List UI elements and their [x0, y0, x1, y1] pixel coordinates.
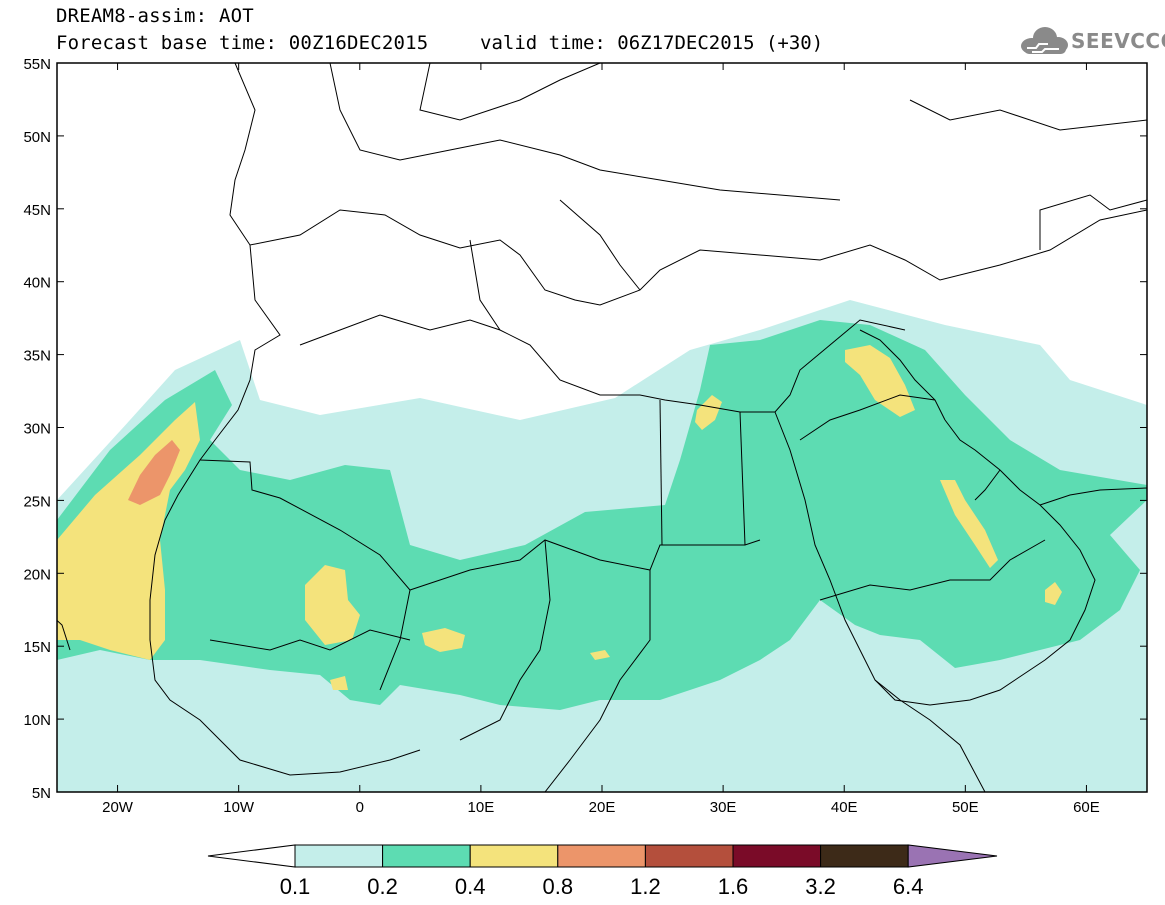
lat-label: 35N	[23, 348, 51, 365]
colorbar-label: 0.2	[367, 874, 398, 899]
colorbar-label: 3.2	[805, 874, 836, 899]
lat-label: 5N	[32, 785, 51, 802]
lon-label: 0	[356, 799, 364, 816]
colorbar-box	[294, 844, 384, 868]
lon-label: 10E	[468, 799, 495, 816]
lat-axis: 55N 50N 45N 40N 35N 30N 25N 20N 15N 10N 5N	[23, 56, 1147, 802]
colorbar-arrow-low	[207, 844, 296, 868]
lat-label: 10N	[23, 712, 51, 729]
valid-time: valid time: 06Z17DEC2015 (+30)	[480, 32, 824, 54]
map-title: DREAM8-assim: AOT	[56, 5, 254, 27]
colorbar-box	[644, 844, 734, 868]
lat-label: 20N	[23, 566, 51, 583]
lon-label: 10W	[223, 799, 255, 816]
lat-label: 25N	[23, 493, 51, 510]
lat-label: 15N	[23, 639, 51, 656]
lon-label: 30E	[710, 799, 737, 816]
forecast-base-time: Forecast base time: 00Z16DEC2015	[56, 32, 429, 54]
colorbar-label: 0.8	[543, 874, 574, 899]
lon-label: 50E	[952, 799, 979, 816]
coastline-layer	[57, 63, 1147, 792]
colorbar-label: 6.4	[893, 874, 924, 899]
colorbar-label: 1.2	[630, 874, 661, 899]
colorbar-arrow-high	[907, 844, 998, 868]
colorbar-labels: 0.1 0.2 0.4 0.8 1.2 1.6 3.2 6.4	[280, 874, 924, 899]
colorbar-label: 1.6	[718, 874, 749, 899]
colorbar-box	[557, 844, 646, 868]
colorbar-box	[820, 844, 909, 868]
lon-label: 40E	[831, 799, 858, 816]
cloud-icon	[1021, 27, 1068, 54]
colorbar-box	[382, 844, 471, 868]
lat-label: 45N	[23, 202, 51, 219]
lon-label: 60E	[1073, 799, 1100, 816]
colorbar-label: 0.4	[455, 874, 486, 899]
colorbar-label: 0.1	[280, 874, 311, 899]
colorbar-boxes	[207, 844, 998, 868]
aot-level-0.8	[128, 440, 180, 505]
lat-label: 30N	[23, 421, 51, 438]
lat-label: 55N	[23, 56, 51, 73]
lon-label: 20W	[102, 799, 134, 816]
logo-text: SEEVCCC	[1071, 29, 1165, 53]
lat-label: 50N	[23, 129, 51, 146]
colorbar-box	[469, 844, 559, 868]
lon-axis: 20W 10W 0 10E 20E 30E 40E 50E 60E	[102, 63, 1100, 816]
lon-label: 20E	[589, 799, 616, 816]
colorbar-box	[732, 844, 822, 868]
lat-label: 40N	[23, 275, 51, 292]
aot-fill-layer	[57, 300, 1147, 792]
